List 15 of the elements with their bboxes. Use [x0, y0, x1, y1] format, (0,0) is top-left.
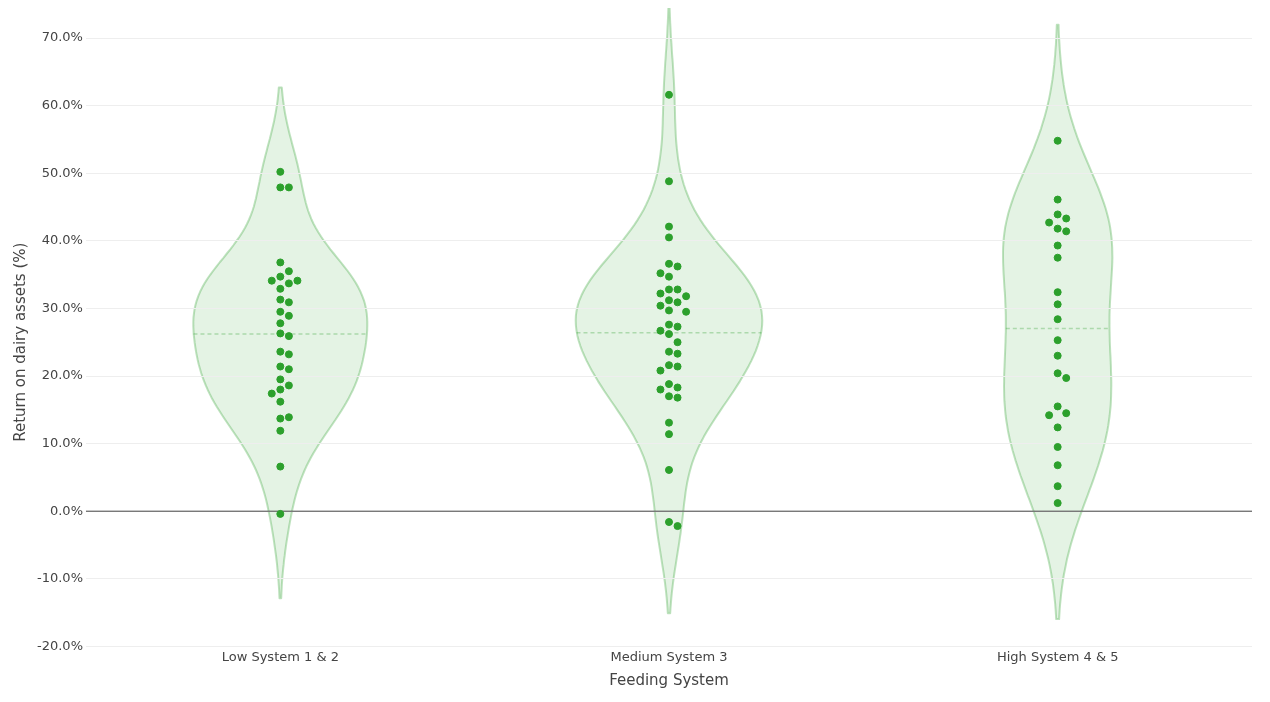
y-tick-label: 40.0%	[41, 232, 83, 248]
y-tick-label: 20.0%	[41, 367, 83, 383]
x-tick-label: Low System 1 & 2	[221, 648, 339, 664]
y-tick-label: 30.0%	[41, 299, 83, 315]
y-tick-label: 70.0%	[41, 29, 83, 45]
y-tick-label: 60.0%	[41, 96, 83, 112]
y-axis-title: Return on dairy assets (%)	[10, 242, 29, 442]
x-tick-label: Medium System 3	[610, 648, 728, 664]
y-tick-label: -10.0%	[36, 570, 83, 586]
y-tick-label: -20.0%	[36, 637, 83, 653]
y-tick-label: 0.0%	[49, 502, 83, 518]
y-tick-label: 10.0%	[41, 434, 83, 450]
x-axis-title: Feeding System	[609, 670, 729, 689]
y-tick-label: 50.0%	[41, 164, 83, 180]
x-tick-label: High System 4 & 5	[996, 648, 1119, 664]
